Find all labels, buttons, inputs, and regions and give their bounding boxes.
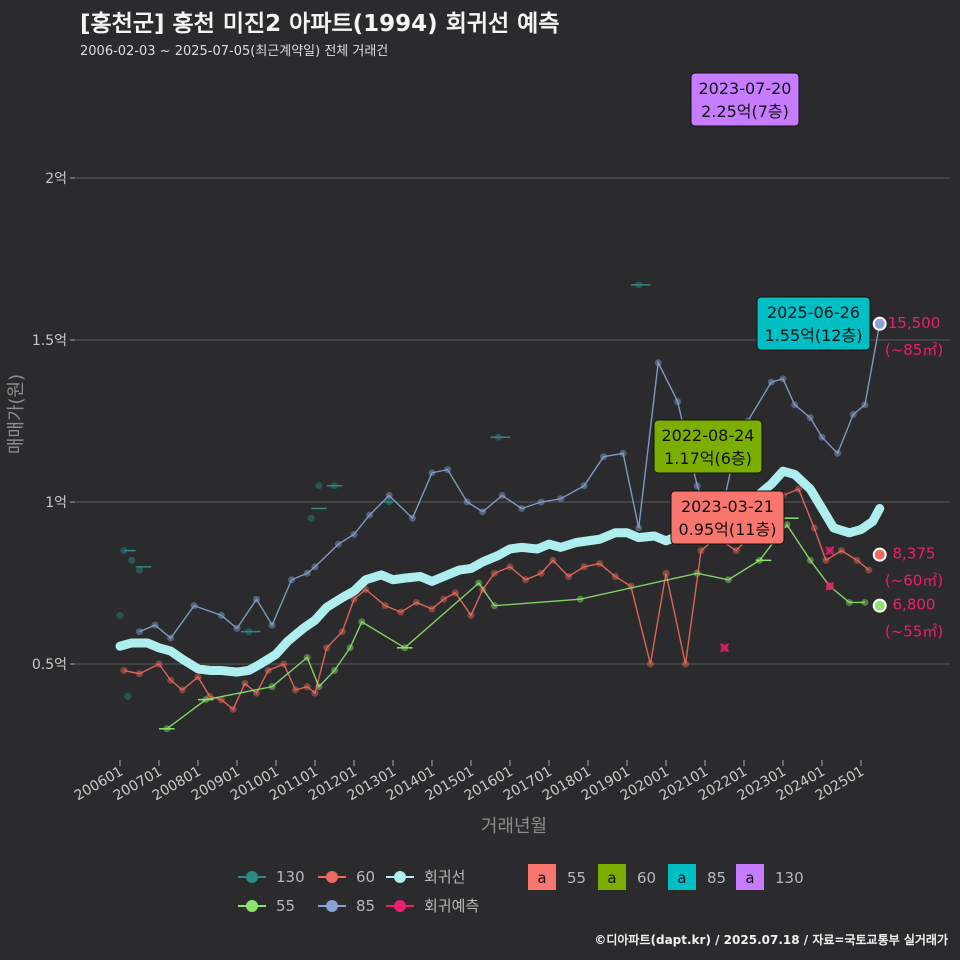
legend-label: 회귀예측 bbox=[424, 897, 479, 915]
scatter-point-130 bbox=[116, 611, 124, 619]
annotation-date: 2025-06-26 bbox=[767, 303, 860, 322]
legend-item: 60 bbox=[318, 868, 375, 886]
legend-label: 85 bbox=[707, 869, 726, 887]
annotation-date: 2023-07-20 bbox=[699, 79, 792, 98]
legend-label: 130 bbox=[276, 868, 305, 886]
y-axis-title: 매매가(원) bbox=[6, 374, 27, 454]
end-point-55 bbox=[872, 598, 887, 613]
legend-item: a 130 bbox=[736, 864, 804, 890]
legend-box-swatch bbox=[598, 864, 626, 890]
annotation-date: 2023-03-21 bbox=[681, 497, 774, 516]
scatter-point-130 bbox=[124, 692, 132, 700]
legend-box-glyph: a bbox=[607, 869, 616, 887]
annotation-callout: 2025-06-26 1.55억(12층) bbox=[756, 296, 871, 351]
legend-label: 85 bbox=[356, 897, 375, 915]
legend-item: a 85 bbox=[668, 864, 726, 890]
end-area-label: (~60㎡) bbox=[885, 572, 943, 590]
legend-item: 회귀예측 bbox=[386, 897, 479, 915]
legend-item: a 55 bbox=[528, 864, 586, 890]
end-value-label: 8,375 bbox=[893, 545, 936, 563]
legend-label: 55 bbox=[276, 897, 295, 915]
annotation-price: 1.55억(12층) bbox=[765, 326, 863, 345]
annotation-box bbox=[670, 490, 785, 545]
scatter-point-130 bbox=[315, 482, 323, 490]
legend-label: 55 bbox=[567, 869, 586, 887]
end-area-label: (~85㎡) bbox=[885, 341, 943, 359]
y-tick-label: 2억 bbox=[45, 171, 67, 187]
legend-item: 회귀선 bbox=[386, 868, 465, 886]
legend-box-swatch bbox=[668, 864, 696, 890]
annotation-price: 1.17억(6층) bbox=[664, 449, 752, 468]
legend-dot-swatch bbox=[246, 871, 258, 883]
legend-label: 60 bbox=[637, 869, 656, 887]
annotation-date: 2022-08-24 bbox=[662, 426, 755, 445]
scatter-point-130 bbox=[136, 566, 143, 574]
forecast-cross bbox=[719, 643, 730, 653]
series-line-55 bbox=[166, 523, 865, 730]
legend-dot-swatch bbox=[326, 900, 338, 912]
legend-box-glyph: a bbox=[745, 869, 754, 887]
legend-item: 55 bbox=[238, 897, 295, 915]
forecast-cross bbox=[825, 546, 835, 556]
legend-item: 85 bbox=[318, 897, 375, 915]
legend-dot-swatch bbox=[326, 871, 338, 883]
legend-box-glyph: a bbox=[537, 869, 546, 887]
annotation-callout: 2023-07-20 2.25억(7층) bbox=[690, 72, 800, 127]
end-point-60 bbox=[872, 547, 887, 562]
legend-dot-swatch bbox=[394, 900, 406, 912]
forecast-cross bbox=[825, 581, 835, 591]
legend-dot-swatch bbox=[394, 871, 406, 883]
annotation-box bbox=[653, 419, 763, 474]
series-line-85 bbox=[139, 323, 881, 640]
scatter-point-130 bbox=[307, 514, 315, 522]
annotation-box bbox=[756, 296, 871, 351]
annotation-callout: 2022-08-24 1.17억(6층) bbox=[653, 419, 763, 474]
legend-label: 60 bbox=[356, 868, 375, 886]
legend-dot-swatch bbox=[246, 900, 258, 912]
y-tick-label: 1억 bbox=[45, 495, 67, 511]
annotation-box bbox=[690, 72, 800, 127]
scatter-point-130 bbox=[128, 556, 136, 564]
chart-title: [홍천군] 홍천 미진2 아파트(1994) 회귀선 예측 bbox=[80, 11, 560, 37]
end-point-85 bbox=[872, 316, 887, 331]
legend-item: 130 bbox=[238, 868, 305, 886]
x-axis-title: 거래년월 bbox=[481, 816, 547, 837]
legend-box-swatch bbox=[736, 864, 764, 890]
y-tick-label: 0.5억 bbox=[32, 657, 67, 673]
end-value-label: 15,500 bbox=[888, 314, 941, 332]
legend-box-swatch bbox=[528, 864, 556, 890]
annotation-price: 0.95억(11층) bbox=[679, 520, 777, 539]
annotation-price: 2.25억(7층) bbox=[701, 102, 789, 121]
legend-item: a 60 bbox=[598, 864, 656, 890]
legend-label: 130 bbox=[775, 869, 804, 887]
annotation-callout: 2023-03-21 0.95억(11층) bbox=[670, 490, 785, 545]
y-tick-label: 1.5억 bbox=[32, 333, 67, 349]
legend-box-glyph: a bbox=[677, 869, 686, 887]
end-value-label: 6,800 bbox=[893, 596, 936, 614]
end-area-label: (~55㎡) bbox=[885, 623, 943, 641]
chart-subtitle: 2006-02-03 ~ 2025-07-05(최근계약일) 전체 거래건 bbox=[80, 44, 389, 59]
source-footer: ©디아파트(dapt.kr) / 2025.07.18 / 자료=국토교통부 실… bbox=[594, 933, 948, 947]
legend-label: 회귀선 bbox=[424, 868, 465, 886]
